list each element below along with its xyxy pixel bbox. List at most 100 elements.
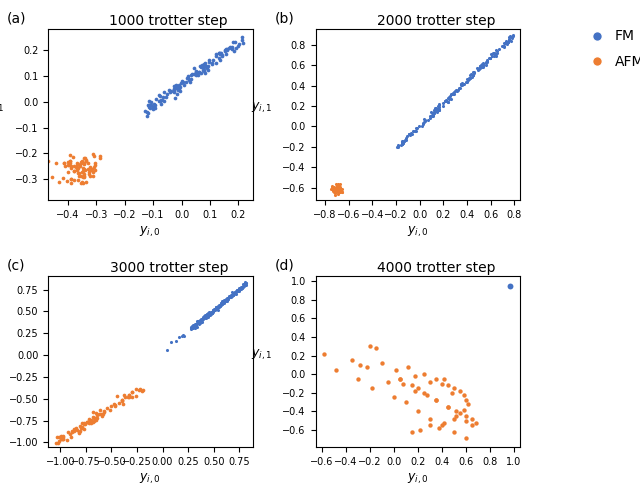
Point (446, 389, 456, 397)
Point (410, 127, 420, 135)
Point (66, 163, 76, 170)
Point (84, 414, 94, 422)
Point (71, 163, 81, 171)
Point (431, 108, 442, 116)
Point (171, 81, 181, 89)
Point (215, 302, 225, 310)
Point (193, 72, 203, 80)
Point (158, 93, 168, 101)
Point (159, 88, 170, 96)
Point (89, 163, 99, 171)
Point (87, 165, 97, 173)
Point (76, 424, 86, 432)
Point (473, 66, 483, 74)
Point (326, 184, 337, 191)
Point (64, 161, 74, 168)
Point (330, 180, 340, 188)
Point (200, 312, 210, 320)
Point (388, 394, 399, 402)
Text: 2000 trotter step: 2000 trotter step (377, 14, 495, 28)
Point (211, 305, 221, 313)
Point (467, 421, 477, 429)
Point (465, 70, 476, 78)
Point (490, 50, 500, 57)
Point (195, 316, 205, 324)
Point (204, 309, 214, 317)
Point (393, 143, 403, 151)
Point (131, 392, 141, 400)
Point (75, 422, 85, 430)
Point (221, 296, 232, 304)
Point (335, 186, 346, 194)
Point (174, 333, 184, 341)
Point (54, 433, 64, 441)
Point (199, 63, 209, 71)
Point (79, 165, 89, 173)
Point (241, 281, 251, 289)
Point (80, 420, 90, 428)
Point (431, 375, 441, 383)
Point (328, 184, 339, 191)
Point (198, 315, 209, 323)
Point (79, 172, 90, 180)
Point (200, 311, 211, 319)
Point (196, 317, 206, 325)
Point (227, 292, 237, 300)
Point (198, 66, 208, 74)
Point (135, 385, 145, 393)
Point (429, 109, 439, 116)
Point (83, 164, 93, 172)
Point (428, 109, 438, 117)
Point (110, 401, 120, 409)
Point (77, 178, 87, 186)
Point (151, 95, 161, 103)
Point (488, 52, 499, 60)
Point (150, 101, 161, 109)
Point (465, 75, 475, 82)
Point (234, 285, 244, 293)
Point (172, 90, 182, 98)
Point (168, 84, 179, 92)
Point (96, 410, 106, 418)
Point (490, 50, 500, 58)
Point (504, 33, 515, 41)
Point (66, 179, 76, 187)
Point (429, 109, 439, 117)
Point (481, 56, 492, 64)
Point (188, 324, 198, 332)
Point (77, 168, 88, 176)
Point (198, 314, 209, 322)
Point (56, 434, 67, 442)
Point (476, 60, 486, 68)
Point (204, 58, 214, 66)
Point (169, 85, 179, 93)
Point (78, 179, 88, 187)
Point (166, 87, 176, 95)
Point (461, 78, 472, 86)
Point (146, 98, 156, 106)
Point (456, 82, 467, 89)
Point (197, 316, 207, 324)
Point (212, 304, 222, 312)
Point (501, 37, 511, 45)
Point (498, 42, 508, 50)
Point (426, 111, 436, 119)
Point (211, 302, 221, 310)
Point (218, 297, 228, 305)
Point (481, 58, 491, 66)
Point (426, 112, 436, 120)
Point (59, 159, 69, 167)
Point (186, 325, 196, 332)
Point (455, 409, 465, 417)
Point (207, 306, 218, 314)
Point (60, 160, 70, 167)
Point (147, 103, 157, 111)
Point (484, 54, 495, 62)
Point (232, 286, 242, 294)
Point (205, 311, 215, 319)
Point (67, 428, 77, 436)
Point (154, 91, 164, 99)
Point (47, 173, 58, 181)
Point (319, 350, 329, 357)
Point (174, 84, 184, 92)
